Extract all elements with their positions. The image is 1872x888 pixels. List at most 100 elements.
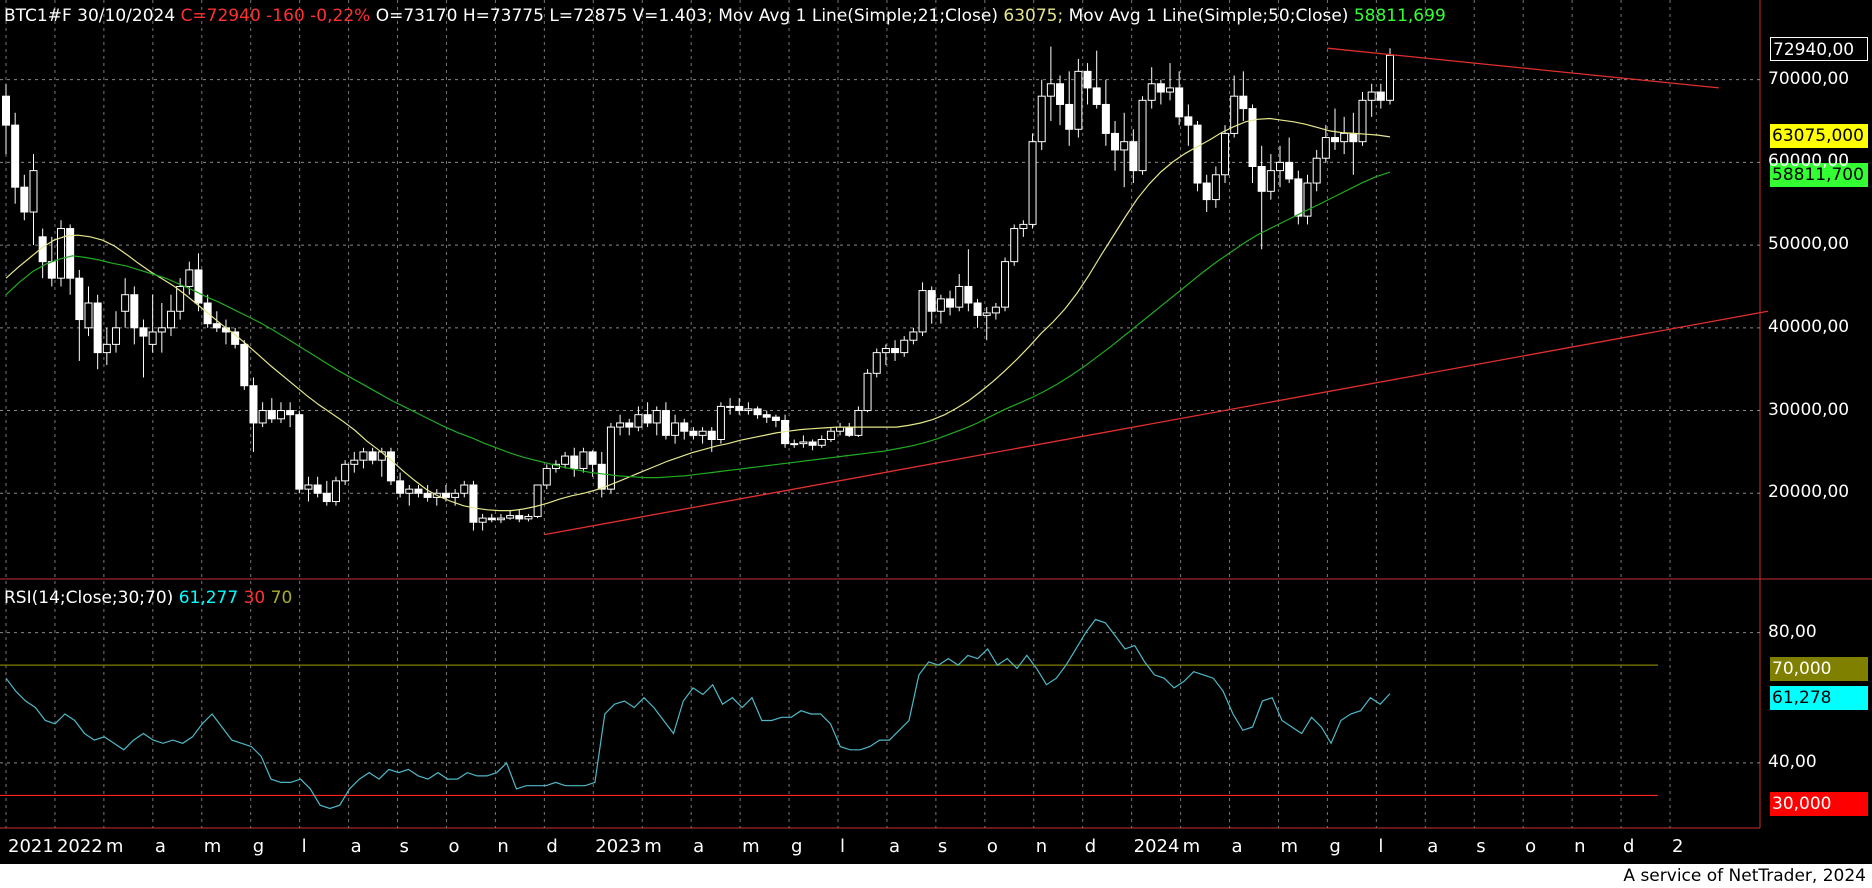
candle-body bbox=[918, 290, 927, 333]
candle-body bbox=[286, 410, 295, 416]
candle-body bbox=[1056, 83, 1065, 105]
time-tick-label: o bbox=[448, 836, 460, 857]
candle-body bbox=[845, 426, 854, 436]
candle-body bbox=[322, 492, 331, 503]
candle-body bbox=[726, 405, 735, 408]
candle-body bbox=[249, 385, 258, 424]
candle-body bbox=[753, 408, 762, 416]
time-tick-label: l bbox=[1378, 836, 1384, 857]
last-price-label: 72940,00 bbox=[1770, 37, 1868, 61]
candle-body bbox=[817, 439, 826, 446]
candle-body bbox=[1046, 83, 1055, 97]
candle-body bbox=[56, 228, 65, 279]
footer-bar bbox=[0, 864, 1872, 888]
candle-body bbox=[891, 348, 900, 354]
candle-body bbox=[139, 327, 148, 337]
candle-body bbox=[1321, 137, 1330, 159]
candle-body bbox=[331, 480, 340, 503]
candle-body bbox=[1239, 95, 1248, 110]
candle-body bbox=[597, 463, 606, 490]
candle-body bbox=[166, 310, 175, 329]
price-tick-label: 30000,00 bbox=[1768, 399, 1850, 420]
candle-body bbox=[826, 430, 835, 440]
candle-body bbox=[680, 422, 689, 432]
candle-body bbox=[1358, 99, 1367, 143]
candle-body bbox=[808, 441, 817, 446]
ma50-label: Mov Avg 1 Line(Simple;50;Close) bbox=[1063, 6, 1349, 26]
candle-body bbox=[1193, 124, 1202, 184]
candle-body bbox=[524, 515, 533, 520]
ma50-price-label: 58811,700 bbox=[1770, 163, 1868, 187]
change-pct-text: -0,22% bbox=[310, 6, 371, 26]
time-tick-label: d bbox=[546, 836, 558, 857]
candle-body bbox=[506, 515, 515, 519]
candle-body bbox=[231, 331, 240, 345]
rsi30-label: 30,000 bbox=[1770, 792, 1868, 816]
change-text: -160 bbox=[266, 6, 305, 26]
candle-body bbox=[1001, 261, 1010, 308]
candle-body bbox=[1175, 87, 1184, 118]
time-tick-label: g bbox=[252, 836, 265, 857]
candle-body bbox=[964, 285, 973, 304]
time-tick-label: l bbox=[301, 836, 307, 857]
candle-body bbox=[561, 455, 570, 465]
candle-body bbox=[185, 269, 194, 287]
candle-body bbox=[93, 302, 102, 354]
candle-body bbox=[84, 302, 93, 329]
ma21-price-label: 63075,000 bbox=[1770, 124, 1868, 148]
candle-body bbox=[368, 451, 377, 461]
candle-body bbox=[652, 410, 661, 424]
candle-body bbox=[936, 298, 945, 312]
price-tick-label: 40000,00 bbox=[1768, 316, 1850, 337]
candle-body bbox=[1303, 182, 1312, 217]
time-tick-label: s bbox=[399, 836, 409, 857]
time-tick-label: o bbox=[986, 836, 998, 857]
rsi-line bbox=[5, 618, 1391, 810]
candle-body bbox=[1129, 141, 1138, 172]
candle-body bbox=[212, 323, 221, 329]
rsi-current-label: 61,278 bbox=[1770, 686, 1868, 710]
candle-body bbox=[762, 414, 771, 418]
candle-body bbox=[38, 236, 47, 263]
candle-body bbox=[716, 405, 725, 440]
candle-body bbox=[111, 327, 120, 345]
candle-body bbox=[386, 451, 395, 482]
candle-body bbox=[304, 484, 313, 490]
candle-body bbox=[75, 277, 84, 321]
candle-body bbox=[973, 302, 982, 316]
candle-body bbox=[799, 441, 808, 445]
candle-body bbox=[423, 492, 432, 498]
candle-body bbox=[102, 343, 111, 354]
candle-body bbox=[451, 492, 460, 498]
candle-body bbox=[469, 484, 478, 523]
candle-body bbox=[625, 422, 634, 428]
candle-body bbox=[276, 410, 285, 420]
candle-body bbox=[1349, 132, 1358, 143]
candle-body bbox=[542, 467, 551, 486]
rsi-tick-label: 80,00 bbox=[1768, 621, 1817, 642]
candle-body bbox=[946, 298, 955, 308]
candle-body bbox=[1120, 141, 1129, 151]
candle-body bbox=[121, 294, 130, 312]
time-tick-label: g bbox=[791, 836, 803, 857]
separator-2: ; bbox=[1057, 6, 1064, 26]
candle-body bbox=[258, 410, 267, 424]
candle-body bbox=[533, 484, 542, 517]
candle-body bbox=[1367, 91, 1376, 101]
candle-body bbox=[1276, 161, 1285, 172]
trendline bbox=[544, 310, 1768, 536]
candle-body bbox=[1257, 166, 1266, 192]
ohlv-text: O=73170 H=73775 L=72875 V=1.403 bbox=[375, 6, 708, 26]
price-tick-label: 20000,00 bbox=[1768, 482, 1850, 503]
time-tick-label: a bbox=[1427, 836, 1439, 857]
rsi-header: RSI(14;Close;30;70) 61,277 30 70 bbox=[4, 588, 292, 608]
candle-body bbox=[698, 430, 707, 436]
time-tick-label: m bbox=[1280, 836, 1299, 857]
rsi-low: 30 bbox=[243, 588, 266, 608]
price-header: BTC1#F 30/10/2024 C=72940 -160 -0,22% O=… bbox=[4, 6, 1446, 26]
candle-body bbox=[1294, 178, 1303, 217]
candle-body bbox=[313, 484, 322, 494]
time-tick-label: a bbox=[693, 836, 705, 857]
